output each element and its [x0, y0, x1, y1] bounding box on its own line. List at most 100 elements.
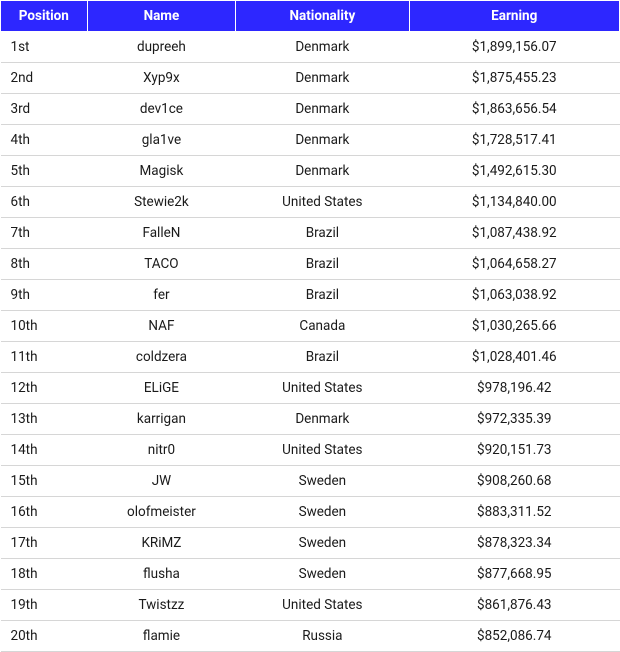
cell-earning: $1,899,156.07: [409, 32, 619, 63]
table-row: 15thJWSweden$908,260.68: [1, 466, 620, 497]
cell-name: KRiMZ: [87, 528, 236, 559]
cell-name: fer: [87, 280, 236, 311]
cell-position: 12th: [1, 373, 88, 404]
table-row: 3rddev1ceDenmark$1,863,656.54: [1, 94, 620, 125]
cell-nationality: Sweden: [236, 559, 409, 590]
table-row: 6thStewie2kUnited States$1,134,840.00: [1, 187, 620, 218]
cell-nationality: Denmark: [236, 94, 409, 125]
cell-name: FalleN: [87, 218, 236, 249]
cell-name: Magisk: [87, 156, 236, 187]
cell-nationality: Brazil: [236, 249, 409, 280]
cell-nationality: Denmark: [236, 156, 409, 187]
col-header-nationality: Nationality: [236, 1, 409, 32]
cell-name: flamie: [87, 621, 236, 652]
cell-nationality: Sweden: [236, 497, 409, 528]
cell-nationality: Denmark: [236, 32, 409, 63]
cell-nationality: Denmark: [236, 125, 409, 156]
table-row: 10thNAFCanada$1,030,265.66: [1, 311, 620, 342]
table-row: 5thMagiskDenmark$1,492,615.30: [1, 156, 620, 187]
table-row: 13thkarriganDenmark$972,335.39: [1, 404, 620, 435]
cell-position: 11th: [1, 342, 88, 373]
cell-name: JW: [87, 466, 236, 497]
cell-earning: $852,086.74: [409, 621, 619, 652]
table-row: 18thflushaSweden$877,668.95: [1, 559, 620, 590]
cell-earning: $1,063,038.92: [409, 280, 619, 311]
cell-position: 6th: [1, 187, 88, 218]
cell-name: Twistzz: [87, 590, 236, 621]
cell-position: 5th: [1, 156, 88, 187]
cell-position: 1st: [1, 32, 88, 63]
cell-nationality: Sweden: [236, 528, 409, 559]
cell-position: 19th: [1, 590, 88, 621]
cell-earning: $1,492,615.30: [409, 156, 619, 187]
table-row: 16tholofmeisterSweden$883,311.52: [1, 497, 620, 528]
cell-earning: $878,323.34: [409, 528, 619, 559]
cell-nationality: Canada: [236, 311, 409, 342]
cell-position: 18th: [1, 559, 88, 590]
cell-nationality: Brazil: [236, 280, 409, 311]
cell-name: Xyp9x: [87, 63, 236, 94]
cell-nationality: Brazil: [236, 218, 409, 249]
cell-name: gla1ve: [87, 125, 236, 156]
table-row: 11thcoldzeraBrazil$1,028,401.46: [1, 342, 620, 373]
cell-earning: $1,064,658.27: [409, 249, 619, 280]
cell-nationality: Denmark: [236, 63, 409, 94]
cell-position: 14th: [1, 435, 88, 466]
cell-name: Stewie2k: [87, 187, 236, 218]
table-row: 17thKRiMZSweden$878,323.34: [1, 528, 620, 559]
cell-earning: $908,260.68: [409, 466, 619, 497]
cell-earning: $1,863,656.54: [409, 94, 619, 125]
cell-position: 16th: [1, 497, 88, 528]
cell-name: karrigan: [87, 404, 236, 435]
table-row: 2ndXyp9xDenmark$1,875,455.23: [1, 63, 620, 94]
cell-nationality: United States: [236, 435, 409, 466]
cell-position: 20th: [1, 621, 88, 652]
col-header-name: Name: [87, 1, 236, 32]
table-body: 1stdupreehDenmark$1,899,156.072ndXyp9xDe…: [1, 32, 620, 652]
cell-earning: $1,030,265.66: [409, 311, 619, 342]
cell-earning: $972,335.39: [409, 404, 619, 435]
table-row: 9thferBrazil$1,063,038.92: [1, 280, 620, 311]
table-header: Position Name Nationality Earning: [1, 1, 620, 32]
col-header-earning: Earning: [409, 1, 619, 32]
cell-nationality: United States: [236, 590, 409, 621]
cell-position: 7th: [1, 218, 88, 249]
cell-name: dupreeh: [87, 32, 236, 63]
cell-earning: $1,728,517.41: [409, 125, 619, 156]
cell-name: flusha: [87, 559, 236, 590]
cell-earning: $920,151.73: [409, 435, 619, 466]
cell-name: coldzera: [87, 342, 236, 373]
cell-name: nitr0: [87, 435, 236, 466]
cell-earning: $1,028,401.46: [409, 342, 619, 373]
col-header-position: Position: [1, 1, 88, 32]
cell-name: NAF: [87, 311, 236, 342]
cell-nationality: United States: [236, 373, 409, 404]
earnings-table: Position Name Nationality Earning 1stdup…: [0, 0, 620, 652]
cell-position: 3rd: [1, 94, 88, 125]
table-row: 7thFalleNBrazil$1,087,438.92: [1, 218, 620, 249]
cell-name: olofmeister: [87, 497, 236, 528]
cell-name: TACO: [87, 249, 236, 280]
cell-nationality: United States: [236, 187, 409, 218]
cell-position: 13th: [1, 404, 88, 435]
cell-nationality: Denmark: [236, 404, 409, 435]
table-row: 1stdupreehDenmark$1,899,156.07: [1, 32, 620, 63]
cell-nationality: Russia: [236, 621, 409, 652]
cell-nationality: Brazil: [236, 342, 409, 373]
cell-earning: $1,087,438.92: [409, 218, 619, 249]
cell-name: ELiGE: [87, 373, 236, 404]
cell-earning: $978,196.42: [409, 373, 619, 404]
cell-earning: $1,134,840.00: [409, 187, 619, 218]
table-row: 12thELiGEUnited States$978,196.42: [1, 373, 620, 404]
cell-earning: $883,311.52: [409, 497, 619, 528]
cell-nationality: Sweden: [236, 466, 409, 497]
cell-position: 4th: [1, 125, 88, 156]
table-row: 19thTwistzzUnited States$861,876.43: [1, 590, 620, 621]
cell-earning: $877,668.95: [409, 559, 619, 590]
cell-position: 10th: [1, 311, 88, 342]
table-row: 14thnitr0United States$920,151.73: [1, 435, 620, 466]
cell-earning: $1,875,455.23: [409, 63, 619, 94]
cell-position: 9th: [1, 280, 88, 311]
table-row: 4thgla1veDenmark$1,728,517.41: [1, 125, 620, 156]
table-row: 8thTACOBrazil$1,064,658.27: [1, 249, 620, 280]
